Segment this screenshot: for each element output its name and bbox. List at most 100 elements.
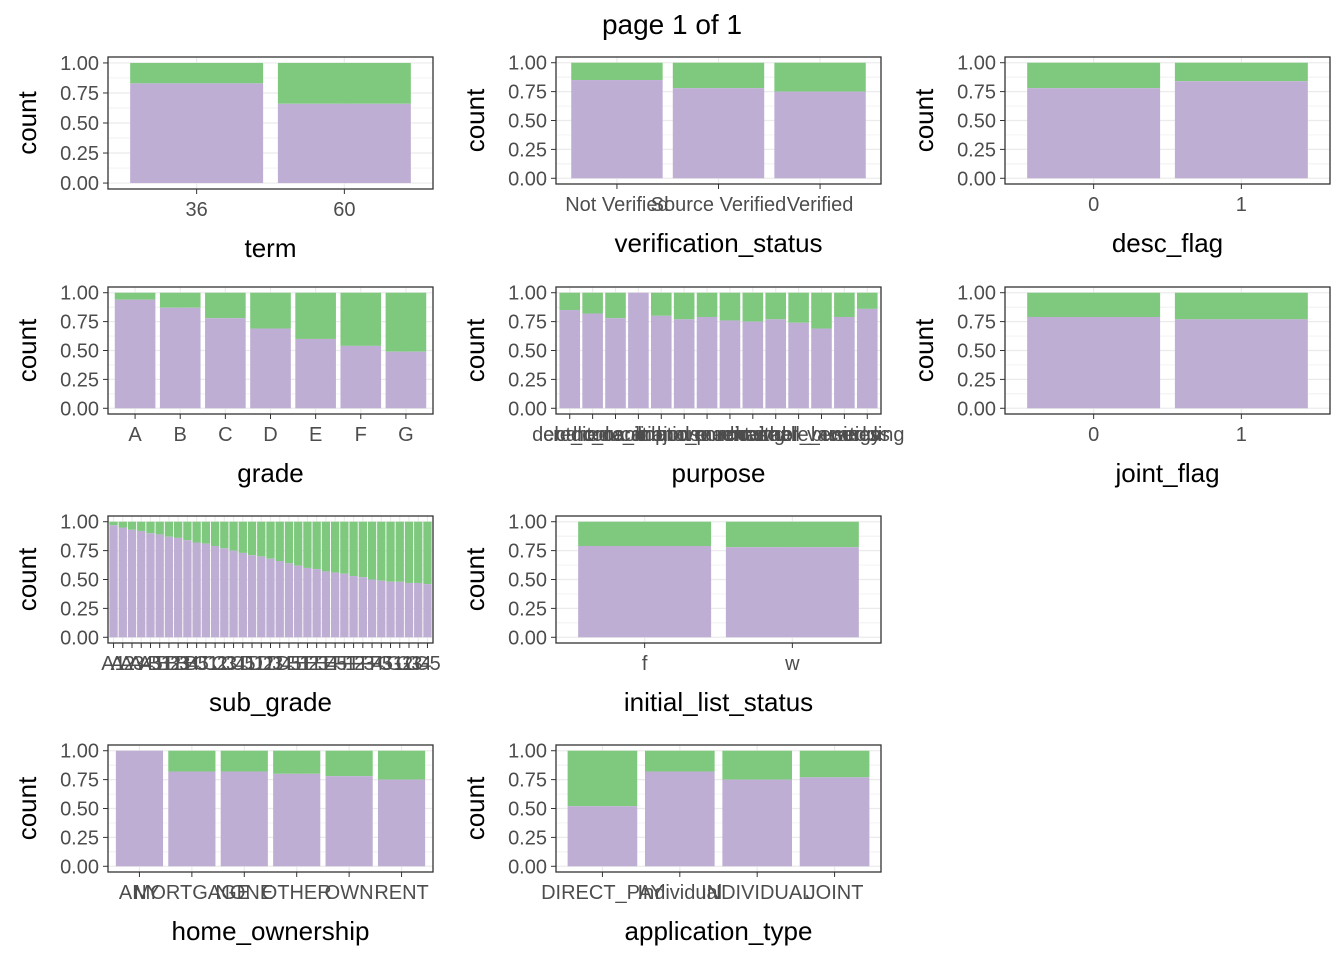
bar-upper-segment [414, 521, 423, 583]
bar-upper-segment [127, 521, 137, 530]
y-tick-label: 0.25 [957, 139, 996, 161]
bar-upper-segment [192, 521, 201, 543]
bar-lower-segment [856, 308, 878, 409]
panel-border [555, 744, 882, 873]
bar-lower-segment [395, 581, 404, 638]
bar-lower-segment [303, 567, 312, 638]
bar-lower-segment [250, 328, 291, 409]
panel-border [555, 56, 882, 185]
y-tick-label: 0.50 [60, 341, 99, 363]
x-tick-label: B4 [175, 653, 199, 675]
bar-upper-segment [174, 521, 183, 538]
x-tick-label: F3 [351, 653, 374, 675]
x-tick-label: small_business [753, 424, 890, 446]
y-tick-label: 1.00 [60, 283, 99, 305]
bar-lower-segment [295, 338, 336, 409]
x-tick-label: D3 [258, 653, 284, 675]
y-tick-label: 0.25 [60, 827, 99, 849]
panel-border [555, 286, 882, 415]
x-tick-label: home_improvement [573, 424, 750, 446]
bar-lower-segment [146, 533, 155, 638]
bar-upper-segment [1027, 292, 1161, 317]
bar-lower-segment [722, 779, 793, 867]
bar-lower-segment [567, 806, 638, 867]
x-axis-title: desc_flag [1112, 228, 1223, 258]
x-axis-title: home_ownership [171, 916, 369, 946]
bar-upper-segment [321, 521, 331, 572]
x-axis-title: verification_status [614, 228, 822, 258]
y-tick-label: 0.50 [957, 111, 996, 133]
bar-lower-segment [114, 299, 156, 409]
x-tick-label: Source Verified [651, 194, 787, 216]
bar-lower-segment [312, 569, 321, 638]
y-tick-label: 0.75 [508, 541, 547, 563]
bar-lower-segment [201, 543, 211, 638]
bar-lower-segment [220, 548, 229, 638]
panel-border [555, 515, 882, 644]
bar-lower-segment [205, 318, 246, 409]
bar-lower-segment [377, 779, 426, 867]
bar-upper-segment [312, 521, 321, 570]
y-tick-label: 0.00 [60, 627, 99, 649]
bar-lower-segment [164, 536, 174, 638]
bar-upper-segment [277, 62, 411, 104]
x-tick-label: 0 [1088, 424, 1099, 446]
bar-lower-segment [367, 579, 377, 638]
y-tick-label: 1.00 [508, 512, 547, 534]
x-tick-label: A1 [101, 653, 125, 675]
bar-upper-segment [155, 521, 164, 535]
x-tick-label: A4 [129, 653, 153, 675]
x-tick-label: 36 [186, 199, 208, 221]
x-tick-label: 1 [1236, 194, 1247, 216]
y-tick-label: 0.50 [60, 570, 99, 592]
chart-panel-term: 36 60 0.00 0.25 0.50 0.75 1.00 term count [12, 53, 434, 263]
y-tick-label: 0.25 [508, 598, 547, 620]
bar-lower-segment [1174, 81, 1308, 179]
x-tick-label: A3 [120, 653, 144, 675]
bar-upper-segment [220, 750, 268, 772]
y-axis-title: count [460, 88, 490, 152]
y-axis-title: count [12, 776, 42, 840]
bar-lower-segment [183, 540, 192, 638]
bar-lower-segment [340, 573, 349, 638]
x-tick-label: MORTGAGE [134, 882, 250, 904]
bar-upper-segment [404, 521, 414, 583]
x-tick-label: F1 [333, 653, 356, 675]
x-tick-label: B3 [166, 653, 190, 675]
page-title: page 1 of 1 [602, 9, 742, 40]
bar-lower-segment [578, 545, 712, 638]
bar-upper-segment [856, 292, 878, 309]
x-tick-label: E5 [323, 653, 347, 675]
bar-upper-segment [834, 292, 855, 317]
panel-border [107, 56, 434, 190]
x-tick-label: car [556, 424, 584, 446]
bar-lower-segment [811, 328, 832, 409]
x-tick-label: f [642, 653, 648, 675]
bar-lower-segment [284, 563, 294, 638]
x-tick-label: other [753, 424, 799, 446]
y-tick-label: 0.00 [60, 173, 99, 195]
bar-lower-segment [275, 561, 284, 638]
bar-upper-segment [247, 521, 257, 556]
bar-upper-segment [114, 292, 156, 300]
y-tick-label: 1.00 [60, 741, 99, 763]
x-axis-title: grade [237, 458, 304, 488]
x-tick-label: G4 [405, 653, 432, 675]
y-tick-label: 1.00 [60, 53, 99, 75]
x-tick-label: major_purchase [635, 424, 778, 446]
y-tick-label: 0.25 [60, 598, 99, 620]
chart-panel-joint-flag: 0 1 0.00 0.25 0.50 0.75 1.00 joint_flag count [909, 283, 1331, 488]
bar-lower-segment [605, 318, 626, 409]
y-axis-title: count [12, 90, 42, 154]
y-tick-label: 0.00 [508, 856, 547, 878]
bar-lower-segment [385, 351, 427, 409]
x-tick-label: moving [721, 424, 785, 446]
x-tick-label: renewable_energy [716, 424, 881, 446]
x-tick-label: E3 [304, 653, 328, 675]
x-tick-label: C4 [221, 653, 247, 675]
bar-lower-segment [628, 292, 649, 409]
x-tick-label: debt_consolidation [532, 424, 699, 446]
x-tick-label: E4 [314, 653, 338, 675]
